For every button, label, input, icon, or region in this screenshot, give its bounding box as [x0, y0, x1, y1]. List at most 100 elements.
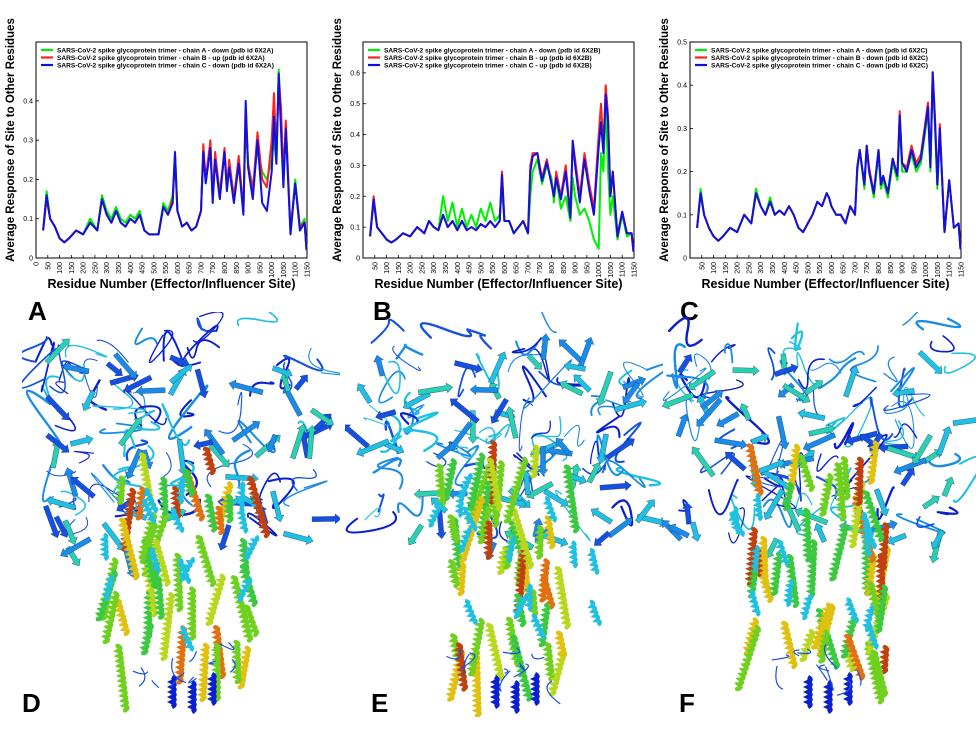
structure-sheet	[488, 351, 508, 385]
structure-loop	[671, 343, 686, 389]
structure-helix	[186, 679, 197, 715]
structure-loop	[403, 411, 439, 433]
structure-helix	[223, 493, 234, 524]
structure-sheet	[228, 379, 264, 396]
structure-helix	[507, 520, 524, 554]
structure-sheet	[843, 365, 860, 398]
structure-helix	[542, 641, 555, 682]
structure-loop	[615, 466, 662, 487]
structure-sheet	[607, 517, 633, 539]
protein-structure-f	[661, 284, 976, 715]
structure-sheet	[808, 424, 836, 437]
structure-sheet	[271, 365, 293, 379]
structure-sheet	[714, 437, 748, 450]
legend-label-1: SARS-CoV-2 spike glycoprotein trimer - c…	[711, 47, 927, 54]
x-tick-label: 250	[92, 262, 99, 274]
structure-sheet	[306, 425, 318, 459]
structure-loop	[852, 386, 877, 408]
structure-loop	[96, 339, 129, 363]
structure-helix	[861, 490, 885, 543]
structure-loop	[810, 362, 842, 374]
structure-loop	[46, 470, 76, 477]
structure-loop	[229, 658, 236, 673]
structure-sheet	[886, 532, 907, 546]
structure-helix	[842, 671, 853, 707]
structure-sheet	[373, 354, 386, 377]
structure-sheet	[802, 432, 837, 452]
structure-helix	[749, 544, 761, 574]
structure-sheet	[662, 392, 695, 410]
structure-helix	[865, 581, 882, 621]
structure-sheet	[417, 382, 454, 396]
structure-sheet	[634, 499, 655, 524]
structure-loop	[392, 345, 421, 372]
structure-sheet	[342, 424, 370, 449]
structure-helix	[175, 476, 186, 505]
structure-helix	[861, 529, 872, 559]
structure-loop	[218, 391, 243, 434]
structure-helix	[457, 526, 472, 554]
structure-loop	[456, 446, 478, 459]
y-axis-label: Average Response of Site to Other Residu…	[332, 18, 344, 262]
structure-loop	[522, 359, 573, 410]
x-tick-label: 500	[151, 262, 158, 274]
structure-helix	[230, 639, 242, 685]
structure-helix	[512, 593, 529, 620]
structure-sheet	[105, 361, 123, 376]
x-tick-label: 1150	[305, 262, 312, 277]
x-tick-label: 0	[34, 262, 41, 266]
structure-sheet	[383, 441, 405, 455]
legend-label-2: SARS-CoV-2 spike glycoprotein trimer - c…	[384, 55, 592, 62]
structure-sheet	[797, 408, 826, 421]
y-tick-label: 0.4	[677, 83, 687, 90]
structure-sheet	[543, 488, 569, 507]
x-tick-label: 900	[246, 262, 253, 274]
chart-panel-c: 0 0.1 0.2 0.3 0.4 0.5 50 100 150 200 250 300 350 400 4…	[654, 0, 974, 300]
structure-helix	[530, 613, 546, 640]
structure-helix	[113, 597, 130, 637]
x-tick-label: 150	[396, 262, 403, 274]
x-tick-label: 400	[782, 262, 789, 274]
structure-sheet	[732, 365, 760, 376]
structure-helix	[181, 468, 196, 497]
structure-loop	[596, 416, 621, 439]
structure-sheet	[758, 458, 786, 474]
structure-loop	[775, 665, 784, 690]
legend-label-3: SARS-CoV-2 spike glycoprotein trimer - c…	[57, 62, 274, 69]
structure-sheet	[763, 488, 785, 520]
structure-sheet	[450, 398, 480, 424]
structure-loop	[378, 370, 406, 404]
x-tick-label: 800	[222, 262, 229, 274]
structure-loop	[134, 327, 158, 346]
x-tick-label: 50	[45, 262, 52, 270]
structure-loop	[186, 339, 221, 359]
x-tick-label: 400	[455, 262, 462, 274]
structure-sheet	[563, 360, 586, 372]
structure-loop	[916, 516, 935, 528]
structure-sheet	[599, 480, 632, 492]
structure-sheet	[225, 473, 259, 484]
panel-label-e: E	[371, 688, 389, 718]
structure-loop	[823, 643, 838, 669]
structure-loop	[267, 477, 295, 510]
y-tick-label: 0.1	[23, 216, 33, 223]
structure-sheet	[668, 523, 690, 539]
structure-sheet	[613, 397, 647, 413]
structure-helix	[861, 604, 875, 633]
y-tick-label: 0.2	[23, 177, 33, 184]
structure-sheet	[687, 369, 717, 391]
structure-sheet	[45, 394, 70, 421]
y-tick-label: 0.3	[23, 138, 33, 145]
structure-helix	[142, 487, 159, 514]
series-line-2	[369, 84, 635, 252]
structure-sheet	[62, 519, 78, 545]
structure-sheet	[595, 370, 614, 406]
x-axis-label: Residue Number (Effector/Influencer Site…	[702, 277, 950, 291]
structure-loop	[511, 337, 542, 354]
series-line-3	[369, 93, 635, 252]
x-tick-label: 1050	[608, 262, 615, 278]
structure-loop	[793, 649, 800, 657]
x-tick-label: 1100	[293, 262, 300, 277]
structure-loop	[869, 396, 894, 441]
x-tick-label: 450	[140, 262, 147, 274]
